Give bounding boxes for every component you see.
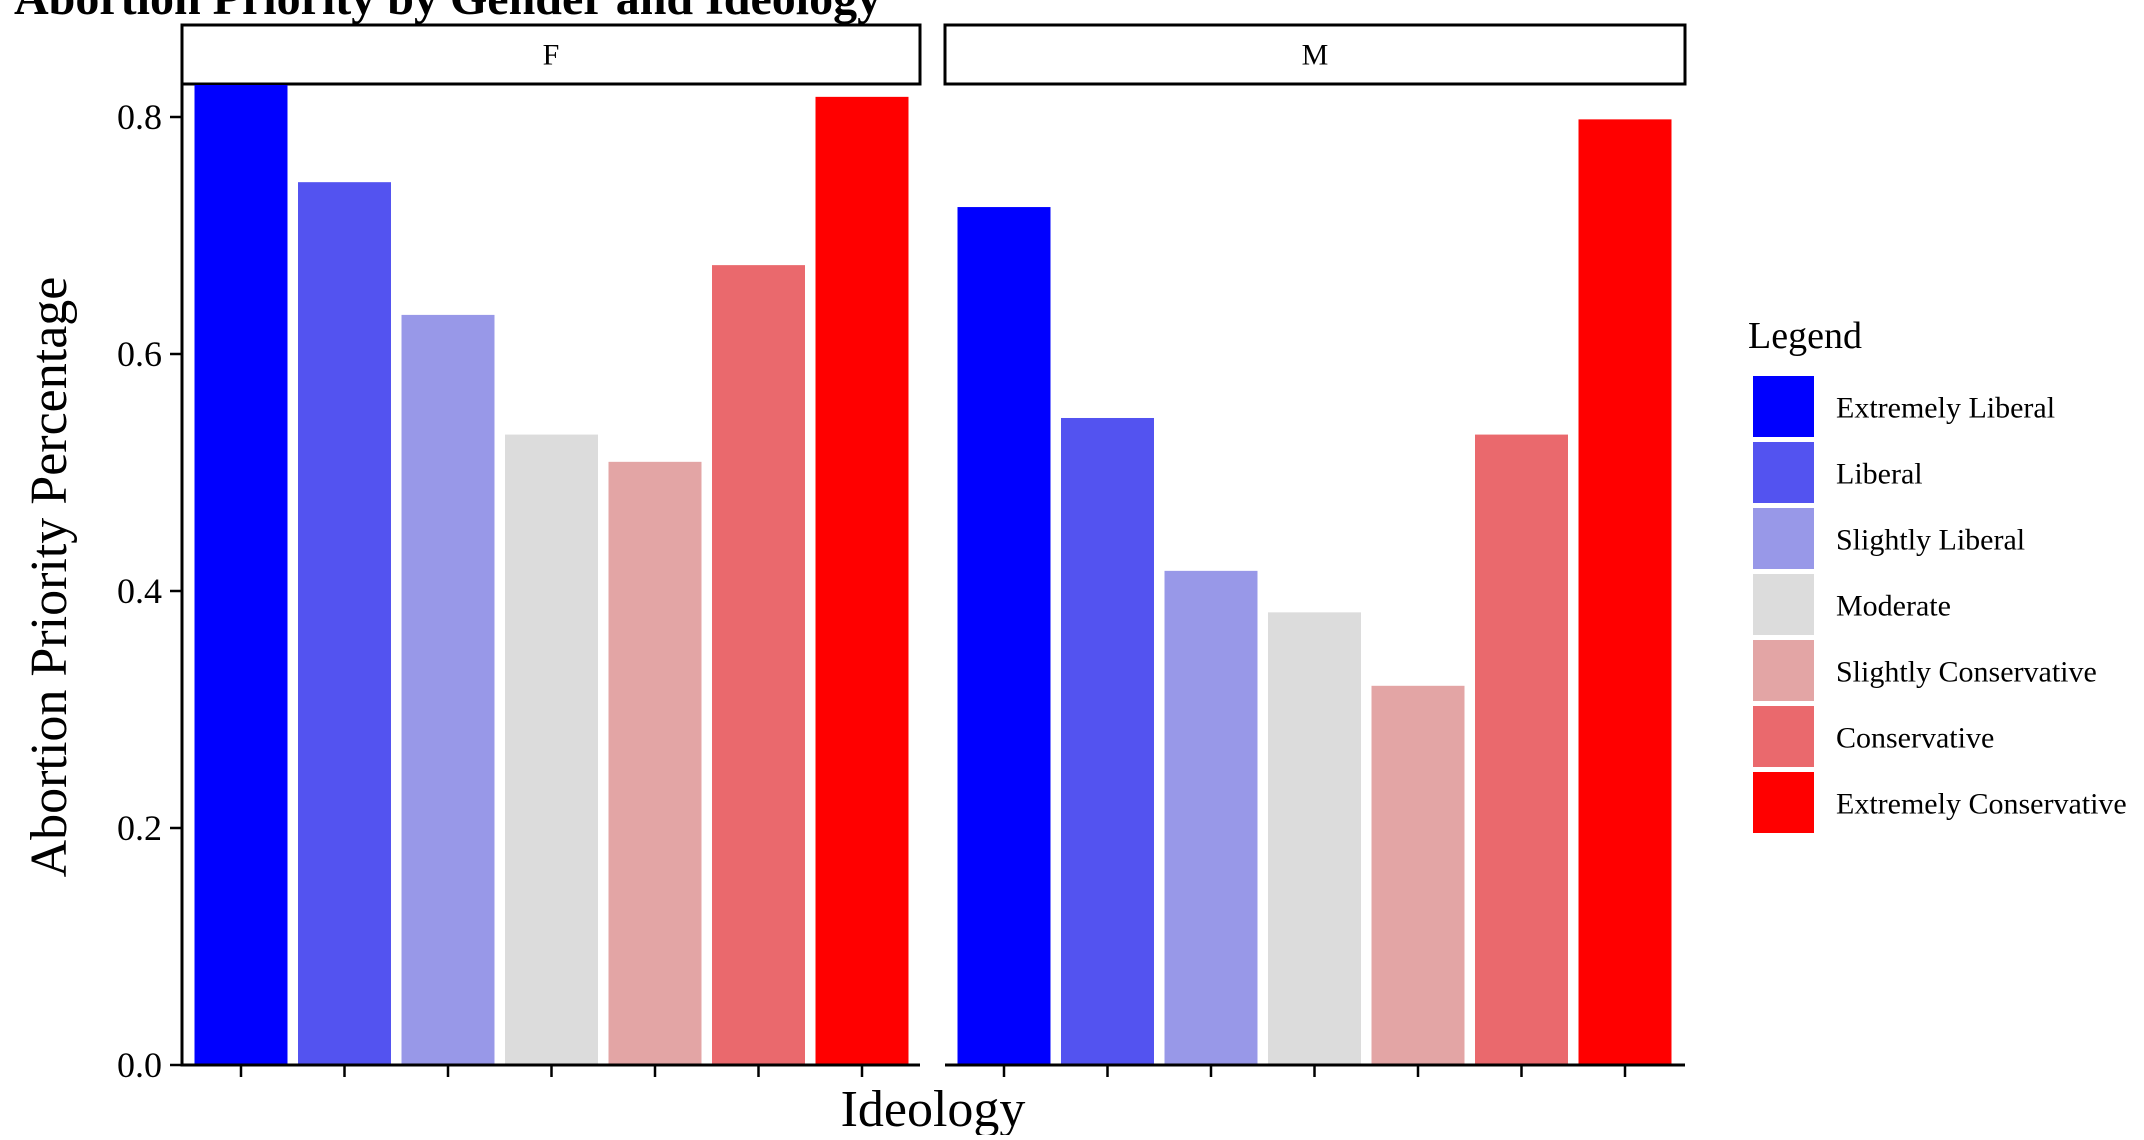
legend-label: Slightly Liberal [1836, 524, 2025, 557]
bar [194, 85, 288, 1065]
bar [1475, 434, 1568, 1066]
legend-key [1753, 640, 1814, 701]
bar [1164, 570, 1258, 1065]
y-tick-label: 0.0 [117, 1045, 162, 1085]
legend-label: Conservative [1836, 722, 1994, 755]
axes: 0.0 0.2 0.4 0.6 0.8 [117, 85, 1685, 1085]
legend-item: Slightly Conservative [1753, 640, 2097, 701]
legend-key [1753, 508, 1814, 569]
legend-item: Extremely Liberal [1753, 376, 2055, 437]
legend-title: Legend [1748, 315, 1862, 357]
bar [1268, 612, 1361, 1065]
bar [1578, 119, 1672, 1066]
y-tick-label: 0.2 [117, 808, 162, 848]
legend-label: Liberal [1836, 458, 1923, 491]
facet-strip-label: F [543, 39, 560, 72]
legend-item: Liberal [1753, 442, 1923, 503]
legend-label: Extremely Liberal [1836, 392, 2055, 425]
y-tick-label: 0.8 [117, 97, 162, 137]
legend-label: Slightly Conservative [1836, 656, 2097, 689]
bar [815, 96, 909, 1066]
legend-item: Moderate [1753, 574, 1951, 635]
bar [608, 461, 702, 1066]
facet-panel-m: M [943, 23, 1687, 1066]
legend-label: Moderate [1836, 590, 1951, 623]
bar [505, 434, 598, 1066]
y-tick-label: 0.4 [117, 571, 162, 611]
y-axis-title: Abortion Priority Percentage [21, 277, 78, 878]
y-tick-label: 0.6 [117, 334, 162, 374]
facet-strip-label: M [1302, 39, 1329, 72]
bar [298, 182, 391, 1066]
facet-panel-f: F [180, 23, 922, 1066]
legend-item: Slightly Liberal [1753, 508, 2025, 569]
facet-strip [943, 23, 1687, 86]
bar [1371, 685, 1465, 1065]
bar [1061, 417, 1154, 1065]
x-axis-title: Ideology [841, 1081, 1026, 1135]
legend-key [1753, 574, 1814, 635]
legend-key [1753, 376, 1814, 437]
legend-key [1753, 442, 1814, 503]
bar [401, 314, 495, 1065]
legend: Legend Extremely Liberal Liberal Slightly … [1748, 315, 2127, 833]
legend-key [1753, 772, 1814, 833]
bar [957, 207, 1051, 1065]
facet-strip [180, 23, 922, 86]
legend-item: Extremely Conservative [1753, 772, 2127, 833]
legend-label: Extremely Conservative [1836, 788, 2127, 821]
chart-title: Abortion Priority by Gender and Ideology [14, 0, 881, 25]
legend-item: Conservative [1753, 706, 1994, 767]
legend-key [1753, 706, 1814, 767]
bar [712, 265, 805, 1065]
